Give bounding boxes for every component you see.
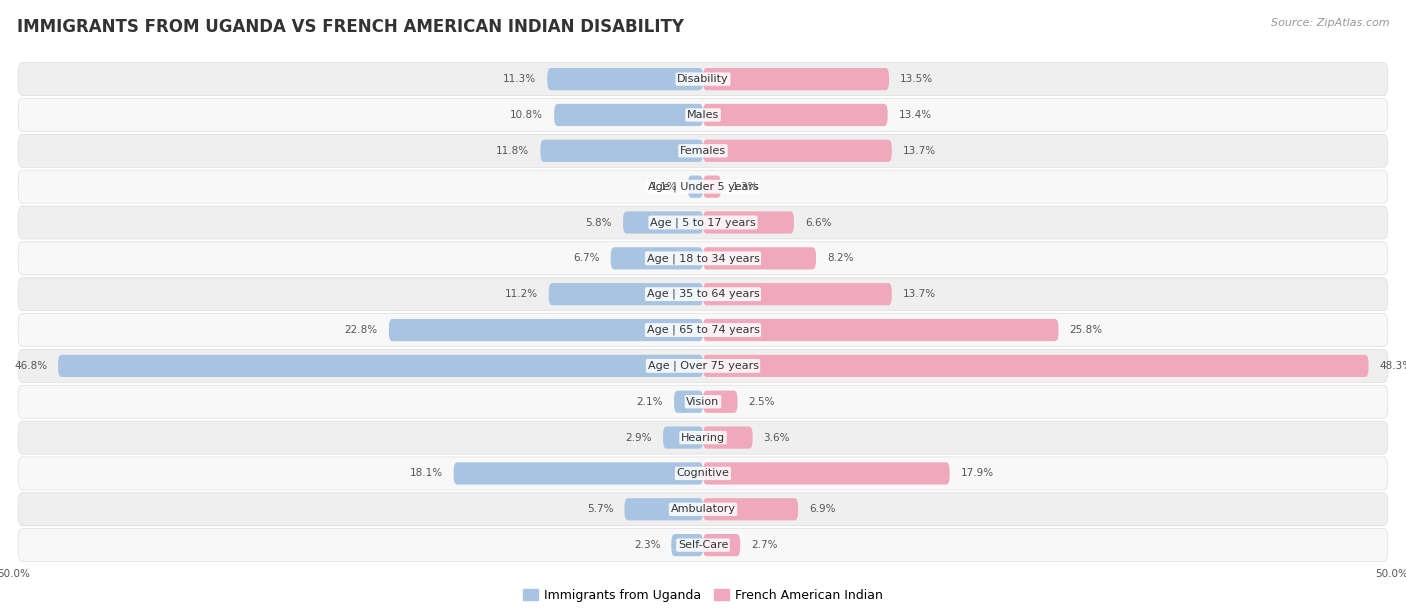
Text: 5.8%: 5.8% xyxy=(585,217,612,228)
FancyBboxPatch shape xyxy=(703,176,721,198)
Text: Age | 18 to 34 years: Age | 18 to 34 years xyxy=(647,253,759,264)
Text: 6.7%: 6.7% xyxy=(574,253,599,263)
Text: 17.9%: 17.9% xyxy=(960,468,994,479)
FancyBboxPatch shape xyxy=(540,140,703,162)
Text: 2.3%: 2.3% xyxy=(634,540,661,550)
Legend: Immigrants from Uganda, French American Indian: Immigrants from Uganda, French American … xyxy=(517,584,889,607)
Text: Vision: Vision xyxy=(686,397,720,407)
FancyBboxPatch shape xyxy=(18,421,1388,454)
Text: IMMIGRANTS FROM UGANDA VS FRENCH AMERICAN INDIAN DISABILITY: IMMIGRANTS FROM UGANDA VS FRENCH AMERICA… xyxy=(17,18,683,36)
FancyBboxPatch shape xyxy=(703,427,752,449)
FancyBboxPatch shape xyxy=(703,355,1368,377)
FancyBboxPatch shape xyxy=(389,319,703,341)
FancyBboxPatch shape xyxy=(18,242,1388,275)
FancyBboxPatch shape xyxy=(624,498,703,520)
Text: Age | 65 to 74 years: Age | 65 to 74 years xyxy=(647,325,759,335)
FancyBboxPatch shape xyxy=(18,493,1388,526)
Text: Age | Under 5 years: Age | Under 5 years xyxy=(648,181,758,192)
FancyBboxPatch shape xyxy=(18,278,1388,311)
FancyBboxPatch shape xyxy=(547,68,703,90)
Text: 2.5%: 2.5% xyxy=(748,397,775,407)
Text: 6.9%: 6.9% xyxy=(808,504,835,514)
Text: 11.2%: 11.2% xyxy=(505,289,537,299)
Text: 6.6%: 6.6% xyxy=(806,217,831,228)
FancyBboxPatch shape xyxy=(703,68,889,90)
FancyBboxPatch shape xyxy=(18,313,1388,346)
Text: 3.6%: 3.6% xyxy=(763,433,790,442)
Text: 5.7%: 5.7% xyxy=(586,504,613,514)
Text: Females: Females xyxy=(681,146,725,156)
Text: 2.7%: 2.7% xyxy=(751,540,778,550)
FancyBboxPatch shape xyxy=(58,355,703,377)
Text: 18.1%: 18.1% xyxy=(409,468,443,479)
FancyBboxPatch shape xyxy=(703,211,794,234)
FancyBboxPatch shape xyxy=(703,390,738,413)
Text: 46.8%: 46.8% xyxy=(14,361,48,371)
Text: 11.8%: 11.8% xyxy=(496,146,530,156)
FancyBboxPatch shape xyxy=(548,283,703,305)
FancyBboxPatch shape xyxy=(688,176,703,198)
FancyBboxPatch shape xyxy=(554,104,703,126)
FancyBboxPatch shape xyxy=(664,427,703,449)
FancyBboxPatch shape xyxy=(703,534,740,556)
FancyBboxPatch shape xyxy=(703,140,891,162)
FancyBboxPatch shape xyxy=(18,349,1388,382)
Text: 1.1%: 1.1% xyxy=(651,182,676,192)
Text: 13.4%: 13.4% xyxy=(898,110,932,120)
FancyBboxPatch shape xyxy=(610,247,703,269)
Text: 11.3%: 11.3% xyxy=(503,74,536,84)
Text: Ambulatory: Ambulatory xyxy=(671,504,735,514)
FancyBboxPatch shape xyxy=(673,390,703,413)
FancyBboxPatch shape xyxy=(18,457,1388,490)
Text: Source: ZipAtlas.com: Source: ZipAtlas.com xyxy=(1271,18,1389,28)
Text: 10.8%: 10.8% xyxy=(510,110,543,120)
Text: 22.8%: 22.8% xyxy=(344,325,378,335)
FancyBboxPatch shape xyxy=(18,385,1388,418)
FancyBboxPatch shape xyxy=(703,462,949,485)
Text: 25.8%: 25.8% xyxy=(1070,325,1102,335)
FancyBboxPatch shape xyxy=(18,170,1388,203)
Text: 13.7%: 13.7% xyxy=(903,146,936,156)
Text: 2.1%: 2.1% xyxy=(637,397,664,407)
Text: 13.7%: 13.7% xyxy=(903,289,936,299)
FancyBboxPatch shape xyxy=(18,206,1388,239)
FancyBboxPatch shape xyxy=(18,529,1388,562)
Text: Age | 35 to 64 years: Age | 35 to 64 years xyxy=(647,289,759,299)
Text: Disability: Disability xyxy=(678,74,728,84)
FancyBboxPatch shape xyxy=(703,498,799,520)
FancyBboxPatch shape xyxy=(671,534,703,556)
Text: Self-Care: Self-Care xyxy=(678,540,728,550)
FancyBboxPatch shape xyxy=(18,62,1388,95)
FancyBboxPatch shape xyxy=(703,283,891,305)
FancyBboxPatch shape xyxy=(18,99,1388,132)
Text: 2.9%: 2.9% xyxy=(626,433,652,442)
FancyBboxPatch shape xyxy=(454,462,703,485)
FancyBboxPatch shape xyxy=(703,319,1059,341)
Text: 8.2%: 8.2% xyxy=(827,253,853,263)
Text: Age | 5 to 17 years: Age | 5 to 17 years xyxy=(650,217,756,228)
FancyBboxPatch shape xyxy=(623,211,703,234)
FancyBboxPatch shape xyxy=(703,104,887,126)
Text: 1.3%: 1.3% xyxy=(733,182,758,192)
Text: Hearing: Hearing xyxy=(681,433,725,442)
Text: Age | Over 75 years: Age | Over 75 years xyxy=(648,360,758,371)
Text: 13.5%: 13.5% xyxy=(900,74,934,84)
Text: 48.3%: 48.3% xyxy=(1379,361,1406,371)
FancyBboxPatch shape xyxy=(703,247,815,269)
Text: Cognitive: Cognitive xyxy=(676,468,730,479)
FancyBboxPatch shape xyxy=(18,134,1388,167)
Text: Males: Males xyxy=(688,110,718,120)
